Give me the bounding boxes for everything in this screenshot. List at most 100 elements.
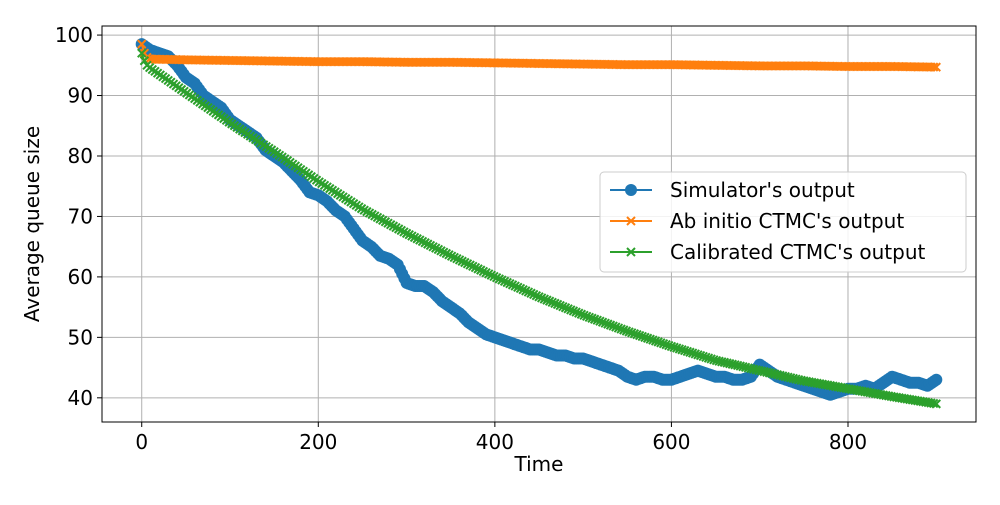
calibrated-point xyxy=(489,271,499,282)
calibrated-point xyxy=(931,399,941,409)
y-tick-label: 100 xyxy=(55,23,93,47)
calibrated-point xyxy=(536,293,547,303)
simulator-series xyxy=(135,38,943,401)
calibrated-point xyxy=(550,298,560,309)
calibrated-point xyxy=(505,278,515,289)
calibrated-point xyxy=(701,352,711,362)
calibrated-point xyxy=(566,305,576,315)
calibrated-point xyxy=(687,348,698,358)
calibrated-point xyxy=(605,320,616,330)
ab-initio-series xyxy=(137,39,941,72)
calibrated-point xyxy=(653,337,663,347)
calibrated-point xyxy=(499,276,510,286)
calibrated-point xyxy=(693,350,703,360)
calibrated-point xyxy=(600,318,610,328)
x-tick-label: 400 xyxy=(476,430,514,454)
legend-frame xyxy=(599,171,967,273)
calibrated-point xyxy=(706,354,716,364)
calibrated-point xyxy=(587,313,597,323)
axes-frame xyxy=(101,25,977,423)
axis-ticks: 0 200 400 600 800 40 50 60 70 80 90 100 xyxy=(55,23,867,454)
calibrated-point xyxy=(544,296,555,306)
calibrated-point xyxy=(629,329,640,339)
calibrated-point xyxy=(497,275,507,285)
y-tick-label: 80 xyxy=(68,144,93,168)
calibrated-point xyxy=(568,306,579,316)
y-tick-label: 40 xyxy=(68,386,93,410)
legend-marker xyxy=(625,184,637,196)
calibrated-point xyxy=(494,274,504,284)
legend-marker xyxy=(626,247,636,257)
plot-area xyxy=(135,38,943,409)
legend-item-simulator: Simulator's output xyxy=(610,178,855,202)
calibrated-point xyxy=(648,335,658,345)
legend: Simulator's output Ab initio CTMC's outpu… xyxy=(599,171,967,273)
calibrated-point xyxy=(664,340,674,351)
calibrated-point xyxy=(658,338,669,349)
calibrated-point xyxy=(513,282,523,292)
calibrated-point xyxy=(695,350,706,361)
x-tick-label: 0 xyxy=(135,430,148,454)
calibrated-point xyxy=(611,322,621,332)
calibrated-point xyxy=(632,329,642,340)
calibrated-point xyxy=(672,343,682,353)
calibrated-point xyxy=(526,288,536,298)
calibrated-point xyxy=(539,294,550,304)
calibrated-point xyxy=(563,304,573,314)
calibrated-point xyxy=(674,344,685,354)
x-tick-label: 600 xyxy=(652,430,690,454)
calibrated-point xyxy=(634,330,645,341)
y-axis-label: Average queue size xyxy=(20,126,44,322)
calibrated-point xyxy=(640,332,650,343)
calibrated-point xyxy=(560,303,571,313)
calibrated-point xyxy=(928,398,939,409)
calibrated-point xyxy=(558,301,568,312)
calibrated-point xyxy=(677,345,687,355)
x-tick-label: 800 xyxy=(829,430,867,454)
calibrated-point xyxy=(597,317,608,327)
calibrated-point xyxy=(595,316,605,326)
calibrated-point xyxy=(666,341,677,352)
calibrated-point xyxy=(679,345,690,356)
x-axis-label: Time xyxy=(514,452,564,476)
calibrated-point xyxy=(619,325,629,335)
y-tick-label: 90 xyxy=(68,84,93,108)
y-tick-label: 60 xyxy=(68,265,93,289)
calibrated-point xyxy=(531,290,542,301)
calibrated-point xyxy=(650,336,661,346)
calibrated-point xyxy=(502,277,512,288)
calibrated-point xyxy=(592,315,602,325)
calibrated-point xyxy=(510,281,520,291)
ab-initio-point xyxy=(928,62,939,72)
ab-initio-point xyxy=(931,62,941,72)
calibrated-point xyxy=(637,331,647,342)
calibrated-point xyxy=(581,311,592,322)
legend-label: Simulator's output xyxy=(670,178,855,202)
calibrated-point xyxy=(656,338,666,348)
calibrated-point xyxy=(613,323,624,333)
calibrated-point xyxy=(518,284,528,295)
calibrated-point xyxy=(521,286,531,296)
calibrated-point xyxy=(571,307,581,317)
legend-item-ab-initio: Ab initio CTMC's output xyxy=(610,209,904,233)
calibrated-point xyxy=(555,300,565,311)
calibrated-point xyxy=(534,292,544,302)
calibrated-point xyxy=(542,295,552,305)
calibrated-point xyxy=(515,283,526,294)
calibrated-point xyxy=(690,349,700,359)
calibrated-point xyxy=(491,272,502,283)
calibrated-point xyxy=(626,328,637,338)
calibrated-point xyxy=(139,56,150,66)
calibrated-point xyxy=(507,280,518,290)
calibrated-series xyxy=(137,48,941,409)
y-tick-label: 70 xyxy=(68,204,93,228)
calibrated-point xyxy=(685,347,695,357)
calibrated-point xyxy=(703,353,714,363)
legend-label: Ab initio CTMC's output xyxy=(670,209,904,233)
calibrated-point xyxy=(661,339,671,350)
calibrated-point xyxy=(523,287,534,297)
calibrated-point xyxy=(624,327,634,337)
calibrated-point xyxy=(645,334,655,344)
x-tick-label: 200 xyxy=(299,430,337,454)
